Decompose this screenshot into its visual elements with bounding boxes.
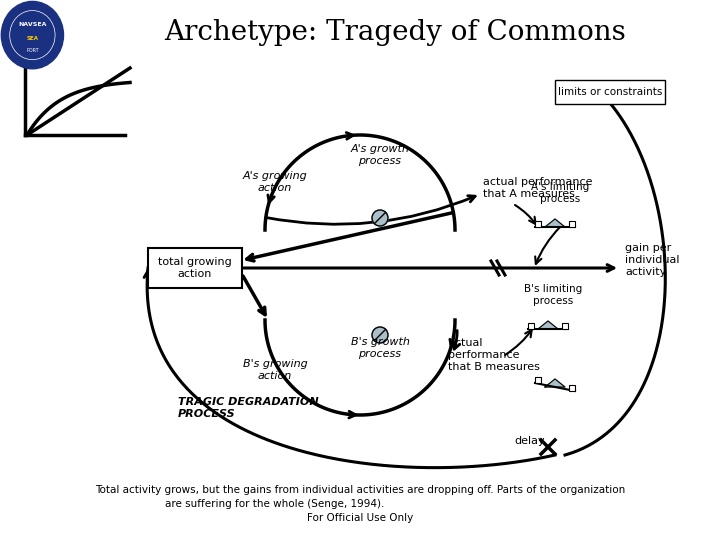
Bar [528,323,534,329]
Text: A's growing
action: A's growing action [243,171,307,193]
Text: actual performance
that A measures: actual performance that A measures [483,177,593,199]
Bar [562,323,568,329]
Text: For Official Use Only: For Official Use Only [307,513,413,523]
Text: actual
performance
that B measures: actual performance that B measures [448,339,540,372]
Text: B's limiting
process: B's limiting process [524,285,582,306]
Text: B's growing
action: B's growing action [243,359,307,381]
Text: gain per
individual
activity: gain per individual activity [625,244,680,276]
Text: delay: delay [515,436,545,446]
FancyBboxPatch shape [555,80,665,104]
Bar [569,221,575,227]
Bar [535,377,541,383]
Text: A's growth
process: A's growth process [351,144,410,166]
Polygon shape [545,379,565,387]
Bar [569,385,575,391]
Circle shape [372,210,388,226]
Bar [535,221,541,227]
Text: A's limiting
process: A's limiting process [531,183,589,204]
Text: B's growth
process: B's growth process [351,337,410,359]
Text: Total activity grows, but the gains from individual activities are dropping off.: Total activity grows, but the gains from… [95,485,625,495]
Text: PORT: PORT [26,48,39,53]
Text: TRAGIC DEGRADATION
PROCESS: TRAGIC DEGRADATION PROCESS [178,397,319,419]
Circle shape [1,2,63,69]
Text: are suffering for the whole (Senge, 1994).: are suffering for the whole (Senge, 1994… [166,499,384,509]
Polygon shape [538,321,558,329]
Text: SEA: SEA [27,36,38,41]
FancyBboxPatch shape [148,248,242,288]
Text: total growing
action: total growing action [158,257,232,279]
Circle shape [372,327,388,343]
Polygon shape [545,219,565,227]
Text: NAVSEA: NAVSEA [18,22,47,27]
Text: Archetype: Tragedy of Commons: Archetype: Tragedy of Commons [164,19,626,46]
Text: limits or constraints: limits or constraints [558,87,662,97]
